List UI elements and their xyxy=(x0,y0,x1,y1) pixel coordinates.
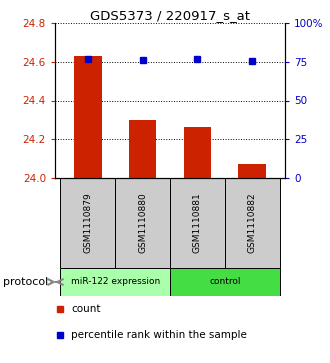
Text: GSM1110879: GSM1110879 xyxy=(83,193,92,253)
Text: miR-122 expression: miR-122 expression xyxy=(71,277,160,286)
Text: GSM1110882: GSM1110882 xyxy=(248,193,257,253)
Text: protocol: protocol xyxy=(3,277,48,287)
Bar xyxy=(115,178,170,268)
Text: count: count xyxy=(71,304,101,314)
Bar xyxy=(170,268,280,296)
Bar xyxy=(184,127,211,178)
Bar xyxy=(60,268,170,296)
Bar xyxy=(239,164,266,178)
Text: GSM1110881: GSM1110881 xyxy=(193,193,202,253)
Title: GDS5373 / 220917_s_at: GDS5373 / 220917_s_at xyxy=(90,9,250,22)
Text: percentile rank within the sample: percentile rank within the sample xyxy=(71,330,247,340)
Bar xyxy=(60,178,115,268)
Text: control: control xyxy=(209,277,241,286)
Bar xyxy=(129,120,156,178)
Text: GSM1110880: GSM1110880 xyxy=(138,193,147,253)
Bar xyxy=(170,178,225,268)
Bar xyxy=(225,178,280,268)
Bar xyxy=(74,56,102,178)
